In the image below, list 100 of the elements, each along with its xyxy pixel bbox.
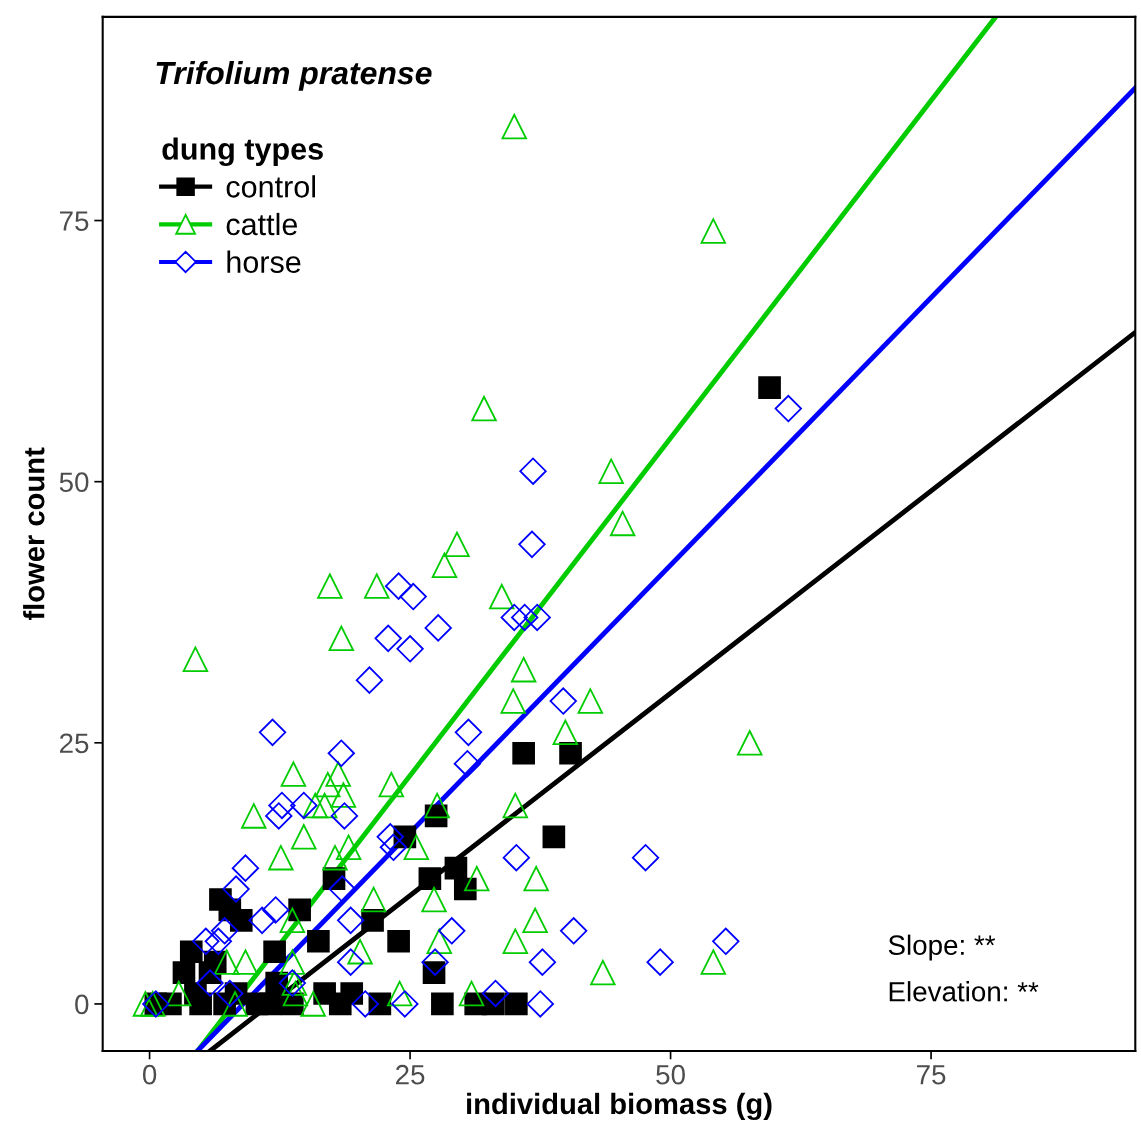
point — [216, 979, 244, 1008]
point — [340, 982, 364, 1005]
point — [204, 927, 233, 955]
point — [222, 991, 248, 1017]
point — [631, 844, 660, 872]
point — [231, 854, 260, 882]
point — [311, 792, 338, 819]
point — [307, 929, 330, 953]
point — [424, 614, 452, 642]
point — [500, 603, 528, 632]
point — [268, 791, 296, 820]
point — [279, 949, 306, 975]
point — [322, 844, 348, 871]
point — [259, 992, 282, 1016]
point — [399, 582, 427, 611]
point — [421, 948, 449, 976]
point — [454, 718, 483, 747]
text: Trifolium pratense — [156, 60, 432, 91]
point — [355, 666, 384, 694]
point — [444, 856, 468, 880]
point — [386, 980, 413, 1007]
point — [315, 771, 341, 798]
point — [559, 741, 582, 765]
point — [282, 980, 309, 1007]
legend-label: control — [226, 175, 315, 198]
legend-label: cattle — [226, 212, 298, 236]
point — [453, 877, 477, 901]
point — [526, 990, 554, 1018]
point — [213, 949, 240, 975]
point — [360, 886, 387, 913]
point — [327, 739, 355, 767]
point — [559, 917, 588, 945]
point — [552, 719, 579, 746]
point — [396, 635, 424, 663]
point — [453, 750, 482, 778]
point — [325, 761, 351, 787]
point — [502, 792, 529, 819]
point — [263, 940, 286, 964]
point — [291, 824, 317, 850]
point — [280, 761, 307, 787]
point — [328, 625, 355, 652]
point — [379, 833, 408, 861]
point — [471, 395, 497, 422]
point — [646, 948, 674, 976]
x-tick-label: 0 — [142, 1064, 157, 1085]
point — [523, 865, 549, 892]
point — [279, 907, 306, 934]
point — [229, 909, 253, 932]
point — [384, 572, 413, 600]
y-tick-label: 75 — [60, 211, 89, 231]
point — [248, 906, 276, 935]
point — [758, 376, 781, 399]
point — [774, 394, 802, 423]
point — [265, 802, 293, 830]
annotation: Elevation: ** — [889, 981, 1039, 1002]
point — [421, 886, 447, 913]
point — [512, 741, 535, 765]
point — [302, 792, 328, 819]
point — [511, 603, 539, 632]
point — [351, 990, 379, 1018]
point — [501, 113, 527, 140]
point — [510, 656, 537, 683]
point — [192, 927, 220, 955]
point — [337, 906, 365, 935]
point — [431, 992, 454, 1016]
point — [241, 803, 267, 829]
point — [438, 917, 466, 945]
point — [549, 687, 577, 715]
point — [590, 959, 616, 986]
y-tick-label: 50 — [59, 472, 89, 493]
point — [290, 791, 318, 820]
point — [444, 531, 470, 558]
point — [598, 458, 624, 484]
point — [424, 792, 450, 819]
point — [502, 928, 529, 954]
point — [577, 688, 604, 714]
point — [712, 927, 740, 955]
point — [403, 834, 430, 860]
point — [500, 688, 526, 714]
point — [330, 802, 359, 830]
point — [387, 929, 410, 953]
point — [426, 928, 452, 954]
point — [330, 782, 357, 808]
point — [505, 992, 528, 1016]
point — [268, 844, 294, 871]
point — [502, 844, 531, 872]
point — [179, 940, 203, 964]
point — [347, 938, 373, 965]
point — [288, 898, 311, 922]
point — [418, 867, 442, 890]
x-tick-label: 75 — [917, 1065, 946, 1085]
point — [458, 980, 485, 1007]
point — [337, 948, 365, 976]
point — [182, 646, 209, 672]
legend-title: dung types — [162, 137, 323, 167]
point — [376, 823, 404, 851]
point — [609, 510, 636, 537]
point — [300, 991, 326, 1017]
point — [481, 979, 510, 1008]
point — [391, 990, 419, 1018]
